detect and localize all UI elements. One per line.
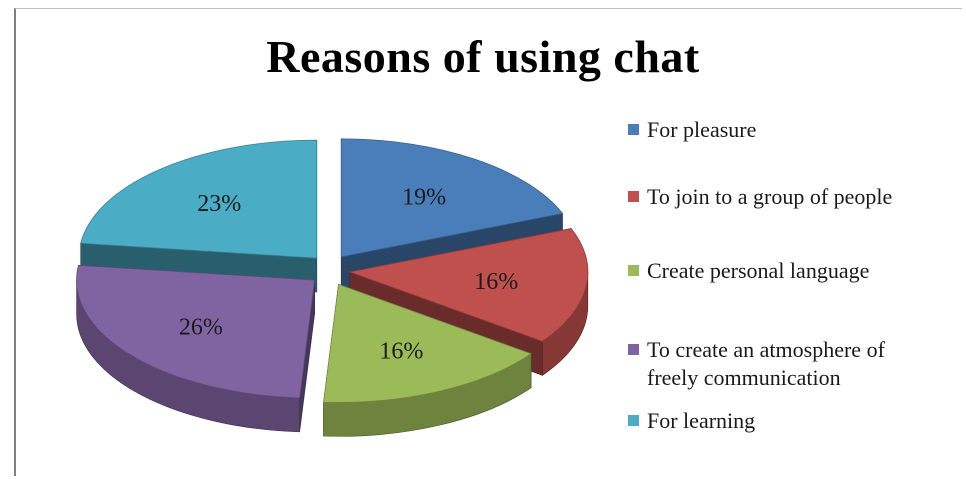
data-label-freely-communication: 26% xyxy=(179,315,223,341)
pie-slice-top-for-learning xyxy=(80,139,318,259)
legend-label-freely-communication: To create an atmosphere of freely commun… xyxy=(647,337,885,390)
legend-item-personal-language: Create personal language xyxy=(628,257,937,285)
pie-slice-top-personal-language xyxy=(323,283,532,403)
pie-slice-personal-language xyxy=(323,283,532,437)
data-label-join-group: 16% xyxy=(474,269,518,295)
pie-slice-top-join-group xyxy=(348,228,589,342)
legend-swatch-for-learning xyxy=(628,415,639,426)
legend-swatch-for-pleasure xyxy=(628,124,639,135)
data-label-for-pleasure: 19% xyxy=(402,184,446,210)
legend-item-freely-communication: To create an atmosphere of freely commun… xyxy=(628,336,937,392)
legend-item-for-learning: For learning xyxy=(628,407,937,435)
legend-swatch-personal-language xyxy=(628,265,639,276)
pie-slice-freely-communication xyxy=(76,264,316,433)
data-label-personal-language: 16% xyxy=(379,339,423,365)
legend-item-for-pleasure: For pleasure xyxy=(628,116,937,144)
legend-swatch-freely-communication xyxy=(628,344,639,355)
legend-label-for-learning: For learning xyxy=(647,408,756,433)
legend-label-for-pleasure: For pleasure xyxy=(647,117,757,142)
legend-label-personal-language: Create personal language xyxy=(647,258,870,283)
chart-title: Reasons of using chat xyxy=(266,31,700,82)
legend-swatch-join-group xyxy=(628,191,639,202)
legend-item-join-group: To join to a group of people xyxy=(628,183,937,211)
chart-frame xyxy=(14,8,962,476)
pie-slice-top-for-pleasure xyxy=(340,138,564,258)
legend-label-join-group: To join to a group of people xyxy=(647,184,893,209)
data-label-for-learning: 23% xyxy=(197,191,241,217)
pie-slice-top-freely-communication xyxy=(76,264,316,399)
